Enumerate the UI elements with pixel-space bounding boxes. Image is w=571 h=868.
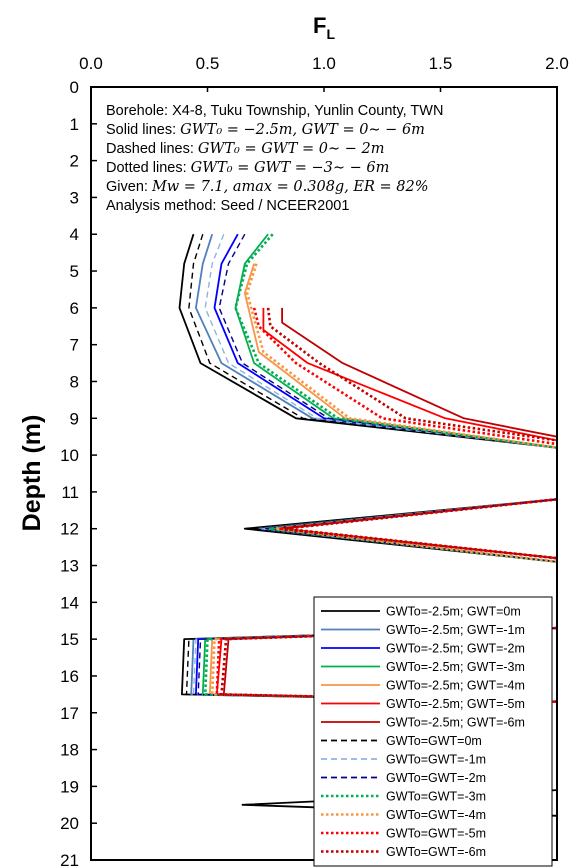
annotation-text: Borehole: X4-8, Tuku Township, Yunlin Co… xyxy=(106,103,443,119)
y-tick-label: 15 xyxy=(60,630,79,649)
legend-label-9: GWTo=GWT=-1m xyxy=(386,753,486,767)
x-axis-title: FL xyxy=(313,13,335,42)
y-tick-label: 11 xyxy=(61,483,79,502)
y-tick-label: 8 xyxy=(70,372,79,391)
annotation-line: Dashed lines: GWT₀ = GWT = 0∼ − 2m xyxy=(106,141,384,157)
y-tick-label: 10 xyxy=(60,446,79,465)
y-tick-label: 13 xyxy=(60,557,79,576)
legend-label-2: GWTo=-2.5m; GWT=-1m xyxy=(386,623,525,637)
legend-label-7: GWTo=-2.5m; GWT=-6m xyxy=(386,716,525,730)
x-tick-label: 0.0 xyxy=(79,54,103,73)
y-tick-label: 7 xyxy=(70,336,79,355)
x-axis-title-subscript: L xyxy=(326,26,335,42)
annotation-math: GWT₀ = −2.5m, GWT = 0∼ − 6m xyxy=(180,122,425,138)
annotation-text: Given: xyxy=(106,179,152,195)
y-tick-label: 5 xyxy=(70,262,79,281)
legend-label-6: GWTo=-2.5m; GWT=-5m xyxy=(386,697,525,711)
annotation-line: Given: Mw = 7.1, amax = 0.308g, ER = 82% xyxy=(106,179,429,195)
legend-label-11: GWTo=GWT=-3m xyxy=(386,790,486,804)
legend-box xyxy=(313,596,553,867)
y-tick-label: 1 xyxy=(70,115,79,134)
annotation-text: Dashed lines: xyxy=(106,141,198,157)
legend-label-13: GWTo=GWT=-5m xyxy=(386,827,486,841)
x-tick-label: 1.5 xyxy=(429,54,453,73)
y-tick-label: 2 xyxy=(70,152,79,171)
series-line-13 xyxy=(215,307,557,703)
annotation-background xyxy=(101,92,546,217)
x-tick-label: 1.0 xyxy=(312,54,336,73)
legend-label-3: GWTo=-2.5m; GWT=-2m xyxy=(386,642,525,656)
y-axis-title: Depth (m) xyxy=(18,415,46,532)
y-tick-label: 12 xyxy=(60,520,79,539)
annotation-line: Analysis method: Seed / NCEER2001 xyxy=(106,198,349,214)
legend-label-14: GWTo=GWT=-6m xyxy=(386,845,486,859)
legend-label-12: GWTo=GWT=-4m xyxy=(386,808,486,822)
legend-label-5: GWTo=-2.5m; GWT=-4m xyxy=(386,679,525,693)
annotation-line: Solid lines: GWT₀ = −2.5m, GWT = 0∼ − 6m xyxy=(106,122,425,138)
annotation-line: Dotted lines: GWT₀ = GWT = −3∼ − 6m xyxy=(106,160,389,176)
annotation-math: GWT₀ = GWT = 0∼ − 2m xyxy=(198,141,385,157)
y-tick-label: 19 xyxy=(60,777,79,796)
y-tick-label: 3 xyxy=(70,188,79,207)
legend-label-10: GWTo=GWT=-2m xyxy=(386,771,486,785)
y-tick-label: 17 xyxy=(60,704,79,723)
y-tick-label: 9 xyxy=(70,409,79,428)
y-tick-label: 6 xyxy=(70,299,79,318)
y-tick-label: 4 xyxy=(70,225,79,244)
y-tick-label: 14 xyxy=(60,593,79,612)
legend-label-1: GWTo=-2.5m; GWT=0m xyxy=(386,605,521,619)
y-tick-label: 16 xyxy=(60,667,79,686)
y-tick-label: 18 xyxy=(60,741,79,760)
annotation-math: GWT₀ = GWT = −3∼ − 6m xyxy=(191,160,390,176)
x-tick-label: 0.5 xyxy=(196,54,220,73)
annotation-text: Solid lines: xyxy=(106,122,180,138)
annotation-math: Mw = 7.1, amax = 0.308g, ER = 82% xyxy=(151,179,429,195)
y-tick-label: 0 xyxy=(70,78,79,97)
x-tick-label: 2.0 xyxy=(545,54,569,73)
y-tick-label: 20 xyxy=(60,814,79,833)
y-tick-label: 21 xyxy=(60,851,79,868)
annotation-text: Analysis method: Seed / NCEER2001 xyxy=(106,198,349,214)
annotation-text: Dotted lines: xyxy=(106,160,191,176)
legend-label-8: GWTo=GWT=0m xyxy=(386,734,482,748)
legend-label-4: GWTo=-2.5m; GWT=-3m xyxy=(386,660,525,674)
series-line-1 xyxy=(178,233,557,817)
annotation-line: Borehole: X4-8, Tuku Township, Yunlin Co… xyxy=(106,103,443,119)
